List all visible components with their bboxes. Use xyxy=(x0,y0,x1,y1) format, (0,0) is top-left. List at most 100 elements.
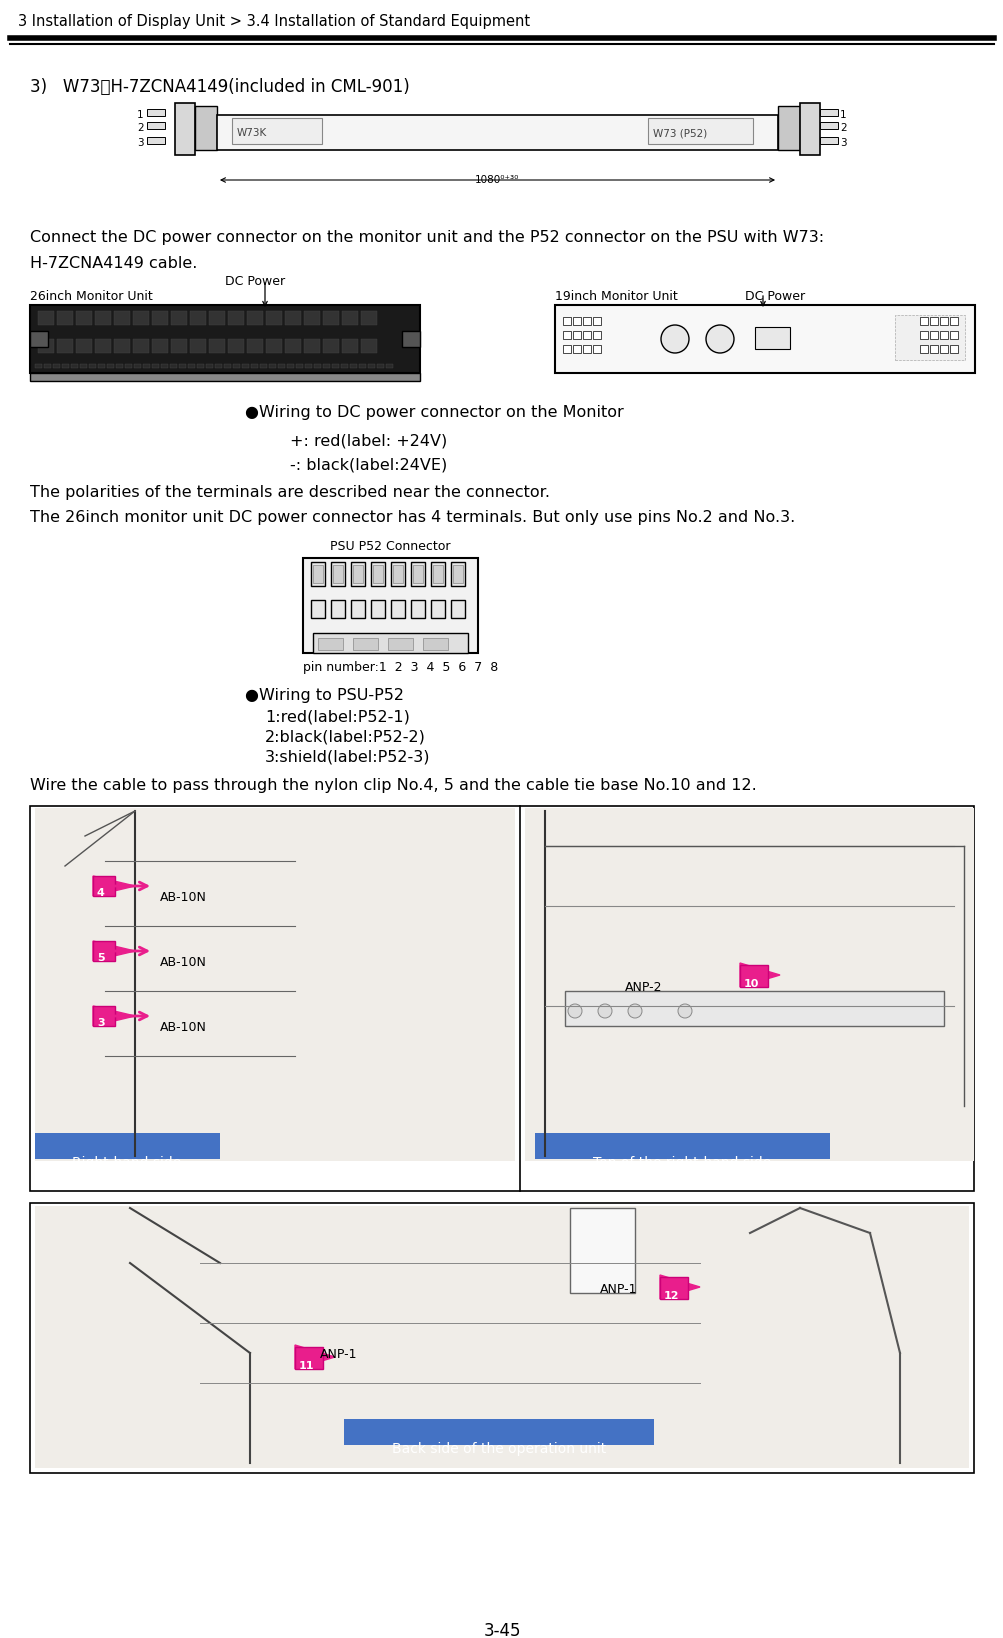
Bar xyxy=(171,311,187,324)
Bar xyxy=(573,346,581,354)
Bar xyxy=(304,311,320,324)
Bar xyxy=(53,364,60,369)
Text: ●Wiring to PSU-P52: ●Wiring to PSU-P52 xyxy=(245,688,403,703)
Bar xyxy=(44,364,51,369)
Bar xyxy=(819,138,838,144)
Bar xyxy=(217,115,777,151)
Circle shape xyxy=(568,1004,582,1017)
Bar xyxy=(142,364,149,369)
Bar xyxy=(38,311,54,324)
Bar xyxy=(949,331,957,339)
Bar xyxy=(247,339,263,354)
Text: 3-45: 3-45 xyxy=(482,1622,521,1638)
Bar xyxy=(371,562,384,586)
Circle shape xyxy=(660,324,688,354)
Bar xyxy=(323,311,339,324)
Bar xyxy=(38,339,54,354)
Circle shape xyxy=(677,1004,691,1017)
Text: 3: 3 xyxy=(97,1017,104,1029)
Bar xyxy=(190,311,206,324)
Text: 1:red(label:P52-1): 1:red(label:P52-1) xyxy=(265,709,409,726)
Bar xyxy=(188,364,195,369)
Bar xyxy=(35,364,42,369)
Bar xyxy=(195,106,217,151)
Bar xyxy=(361,339,376,354)
Polygon shape xyxy=(93,940,134,962)
Bar xyxy=(170,364,177,369)
Bar xyxy=(95,311,111,324)
Bar xyxy=(739,965,767,988)
Text: AB-10N: AB-10N xyxy=(159,1020,207,1034)
Text: W73K: W73K xyxy=(237,128,267,138)
Bar xyxy=(333,565,343,583)
Bar xyxy=(57,311,73,324)
Bar xyxy=(410,600,424,618)
Text: ANP-1: ANP-1 xyxy=(320,1348,357,1361)
Bar xyxy=(919,318,927,324)
Bar xyxy=(151,339,168,354)
Bar xyxy=(593,331,601,339)
Bar xyxy=(269,364,276,369)
Text: DC Power: DC Power xyxy=(744,290,804,303)
Bar xyxy=(133,364,140,369)
Bar xyxy=(311,600,325,618)
Bar xyxy=(353,565,363,583)
Text: AB-10N: AB-10N xyxy=(159,957,207,970)
Bar xyxy=(313,632,467,654)
Bar xyxy=(565,991,943,1025)
Bar xyxy=(819,110,838,116)
Bar xyxy=(95,339,111,354)
Bar xyxy=(387,637,412,650)
Text: ANP-1: ANP-1 xyxy=(600,1283,637,1296)
Bar xyxy=(287,364,294,369)
Bar xyxy=(376,364,383,369)
Bar xyxy=(228,339,244,354)
Bar xyxy=(939,318,947,324)
Text: 11: 11 xyxy=(299,1361,314,1371)
Bar xyxy=(206,364,213,369)
Bar xyxy=(35,1206,968,1468)
Bar xyxy=(929,346,937,354)
Text: DC Power: DC Power xyxy=(225,275,285,288)
Bar xyxy=(76,339,92,354)
Text: 3: 3 xyxy=(136,138,143,147)
Text: 4: 4 xyxy=(97,888,104,898)
Bar xyxy=(209,339,225,354)
Bar xyxy=(197,364,204,369)
Text: Wire the cable to pass through the nylon clip No.4, 5 and the cable tie base No.: Wire the cable to pass through the nylon… xyxy=(30,778,756,793)
Bar xyxy=(151,311,168,324)
Bar xyxy=(314,364,321,369)
Bar xyxy=(303,559,477,654)
Bar xyxy=(89,364,96,369)
Bar xyxy=(535,1133,829,1160)
Bar xyxy=(278,364,285,369)
Text: 19inch Monitor Unit: 19inch Monitor Unit xyxy=(555,290,677,303)
Bar xyxy=(80,364,87,369)
Bar xyxy=(452,565,462,583)
Polygon shape xyxy=(295,1345,335,1369)
Bar xyxy=(35,808,515,1161)
Bar xyxy=(593,318,601,324)
Bar xyxy=(432,565,442,583)
Bar xyxy=(323,364,330,369)
Bar xyxy=(146,121,164,129)
Bar xyxy=(563,346,571,354)
Bar xyxy=(351,600,365,618)
Bar xyxy=(563,318,571,324)
Bar xyxy=(573,331,581,339)
Bar xyxy=(949,318,957,324)
Text: The 26inch monitor unit DC power connector has 4 terminals. But only use pins No: The 26inch monitor unit DC power connect… xyxy=(30,509,794,526)
Bar xyxy=(296,364,303,369)
Bar xyxy=(35,1133,220,1160)
Bar xyxy=(939,331,947,339)
Bar xyxy=(107,364,114,369)
Bar xyxy=(125,364,131,369)
Bar xyxy=(30,305,419,373)
Bar xyxy=(430,562,444,586)
Text: 1: 1 xyxy=(136,110,143,120)
Text: 1: 1 xyxy=(840,110,846,120)
Bar xyxy=(311,562,325,586)
Bar xyxy=(132,311,148,324)
Bar xyxy=(799,103,819,156)
Bar xyxy=(401,331,419,347)
